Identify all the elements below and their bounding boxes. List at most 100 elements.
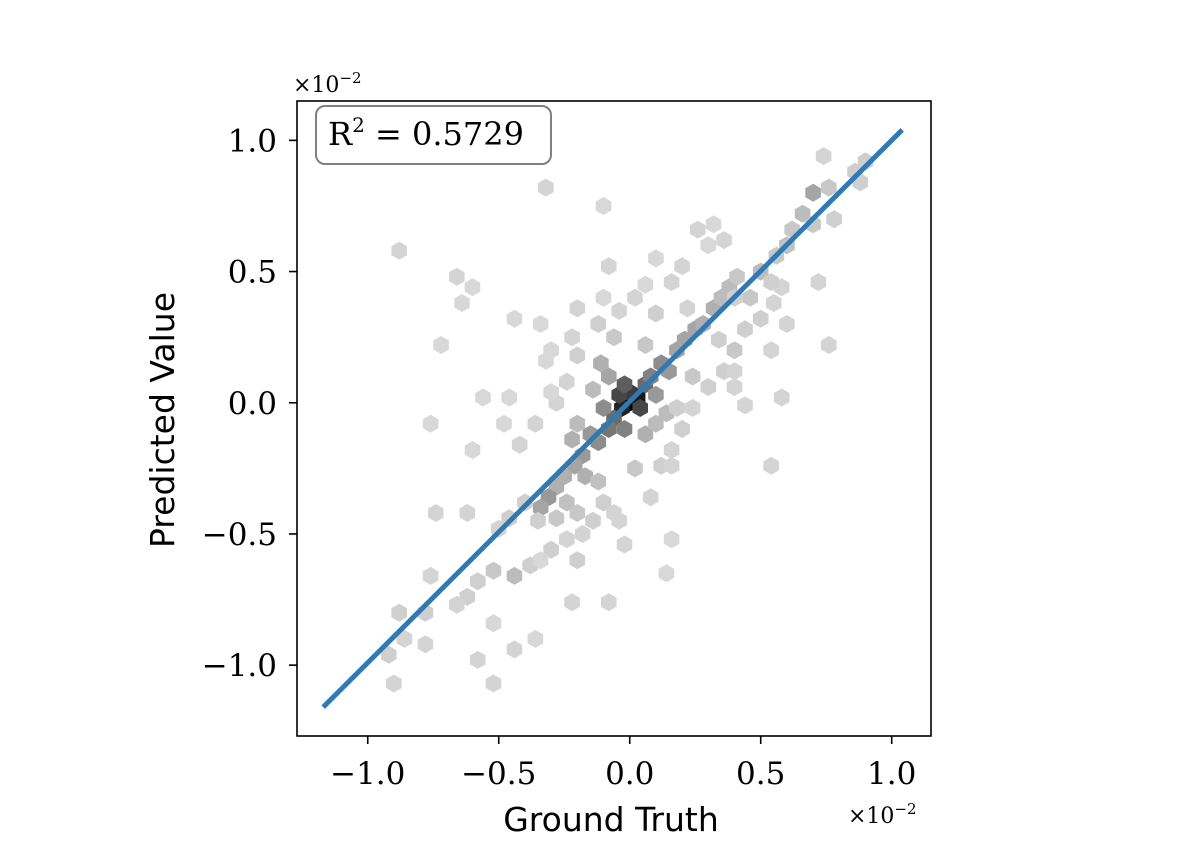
y-axis-label: Predicted Value bbox=[143, 292, 182, 548]
hexbin-cell bbox=[485, 614, 502, 633]
hexbin-cell bbox=[590, 315, 607, 333]
hexbin-cell bbox=[815, 147, 832, 166]
hexbin-cell bbox=[543, 383, 559, 402]
hexbin-cell bbox=[601, 367, 617, 386]
x-tick-label: −0.5 bbox=[461, 756, 536, 792]
hexbin-cell bbox=[766, 294, 782, 312]
hexbin-cell bbox=[627, 288, 643, 307]
hexbin-cell bbox=[616, 535, 633, 554]
hexbin-cell bbox=[417, 635, 434, 654]
hexbin-cell bbox=[464, 441, 481, 459]
hexbin-cell bbox=[648, 414, 664, 433]
hexbin-cell bbox=[663, 456, 680, 475]
hexbin-cell bbox=[538, 178, 554, 197]
hexbin-cell bbox=[428, 504, 444, 522]
annotation-r: R bbox=[328, 115, 353, 153]
r-squared-annotation: R2 = 0.5729 bbox=[315, 105, 552, 165]
hexbin-cell bbox=[527, 629, 544, 648]
hexbin-cell bbox=[606, 328, 622, 347]
hexbin-cell bbox=[611, 301, 627, 320]
hexbin-cell bbox=[464, 278, 481, 297]
hexbin-cell bbox=[569, 299, 586, 318]
hexbin-cell bbox=[530, 511, 546, 530]
hexbin-cell bbox=[559, 372, 575, 391]
hexbin-cell bbox=[690, 220, 706, 239]
hexbin-cell bbox=[737, 396, 753, 415]
hexbin-cell bbox=[527, 414, 544, 433]
hexbin-cell bbox=[590, 472, 607, 491]
hexbin-cell bbox=[637, 425, 654, 444]
hexbin-cell bbox=[559, 493, 575, 512]
hexbin-cell bbox=[601, 257, 617, 276]
hexbin-cell bbox=[564, 430, 580, 449]
hexbin-cell bbox=[663, 441, 680, 459]
hexbin-cell bbox=[627, 459, 643, 478]
hexbin-cell bbox=[422, 566, 439, 585]
hexbin-cell bbox=[506, 566, 523, 585]
hexbin-cell bbox=[595, 197, 612, 215]
hexbin-cell bbox=[669, 399, 685, 417]
fit-line bbox=[321, 128, 904, 709]
hexbin-cell bbox=[737, 320, 753, 339]
hexbin-cell bbox=[506, 309, 523, 328]
hexbin-cell bbox=[543, 341, 559, 360]
y-tick-label: −0.5 bbox=[202, 517, 277, 553]
y-tick-label: 0.0 bbox=[228, 386, 277, 422]
hexbin-cell bbox=[532, 551, 549, 570]
hexbin-cell bbox=[711, 330, 727, 349]
hexbin-cell bbox=[663, 273, 680, 292]
hexbin-cell bbox=[648, 304, 664, 323]
y-tick-label: 1.0 bbox=[228, 123, 277, 159]
hexbin-cell bbox=[642, 488, 659, 507]
hexbin-cell bbox=[564, 593, 580, 612]
hexbin-cell bbox=[593, 354, 609, 373]
hexbin-cell bbox=[485, 561, 502, 580]
hexbin-cell bbox=[569, 551, 586, 570]
x-tick-label: 0.5 bbox=[736, 756, 785, 792]
hexbin-cell bbox=[742, 288, 758, 307]
hexbin-cell bbox=[773, 388, 790, 407]
hexbin-cell bbox=[454, 294, 470, 312]
hexbin-cell bbox=[726, 378, 743, 396]
hexbin-cell bbox=[826, 210, 842, 229]
hexbin-cell bbox=[648, 249, 664, 268]
x-axis-ticks: −1.0 −0.5 0.0 0.5 1.0 bbox=[330, 736, 916, 792]
hexbin-cell bbox=[674, 257, 690, 276]
hexbin-cell bbox=[695, 315, 711, 333]
x-tick-label: 1.0 bbox=[867, 756, 916, 792]
hexbin-cell bbox=[501, 388, 517, 407]
annotation-box bbox=[315, 105, 552, 165]
hexbin-cell bbox=[601, 593, 617, 612]
hexbin-cell bbox=[729, 267, 745, 286]
hexbin-cell bbox=[595, 399, 612, 417]
annotation-value: = 0.5729 bbox=[365, 115, 524, 153]
hexbin-cell bbox=[559, 530, 575, 549]
hexbin-cell bbox=[674, 420, 690, 438]
hexbin-cell bbox=[595, 493, 612, 512]
hexbin-cell bbox=[391, 241, 407, 260]
hexbin-cell bbox=[475, 388, 491, 407]
hexbin-cell bbox=[821, 178, 837, 197]
hexbin-cell bbox=[705, 215, 722, 234]
hexbin-cell bbox=[585, 380, 601, 399]
x-multiplier: ×10−2 bbox=[848, 800, 917, 829]
hexbin-cell bbox=[716, 231, 732, 250]
hexbin-cell bbox=[569, 346, 586, 365]
hexbin-cell bbox=[485, 674, 502, 693]
hexbin-cell bbox=[595, 288, 612, 307]
hexbin-cell bbox=[821, 336, 837, 354]
hexbin-cell bbox=[511, 435, 528, 454]
hexbin-cell bbox=[648, 385, 664, 404]
hexbin-cell bbox=[564, 328, 580, 347]
hexbin-cell bbox=[658, 564, 675, 583]
hexbin-cell bbox=[459, 504, 476, 522]
hexbin-cell bbox=[433, 336, 449, 354]
hexbin-cell bbox=[763, 273, 779, 292]
hexbin-cell bbox=[684, 367, 701, 386]
y-tick-label: 0.5 bbox=[228, 255, 277, 291]
hexbin-cell bbox=[679, 299, 696, 318]
hexbin-cell bbox=[506, 640, 523, 659]
hexbin-cell bbox=[632, 399, 648, 417]
hexbin-cell bbox=[470, 650, 486, 669]
